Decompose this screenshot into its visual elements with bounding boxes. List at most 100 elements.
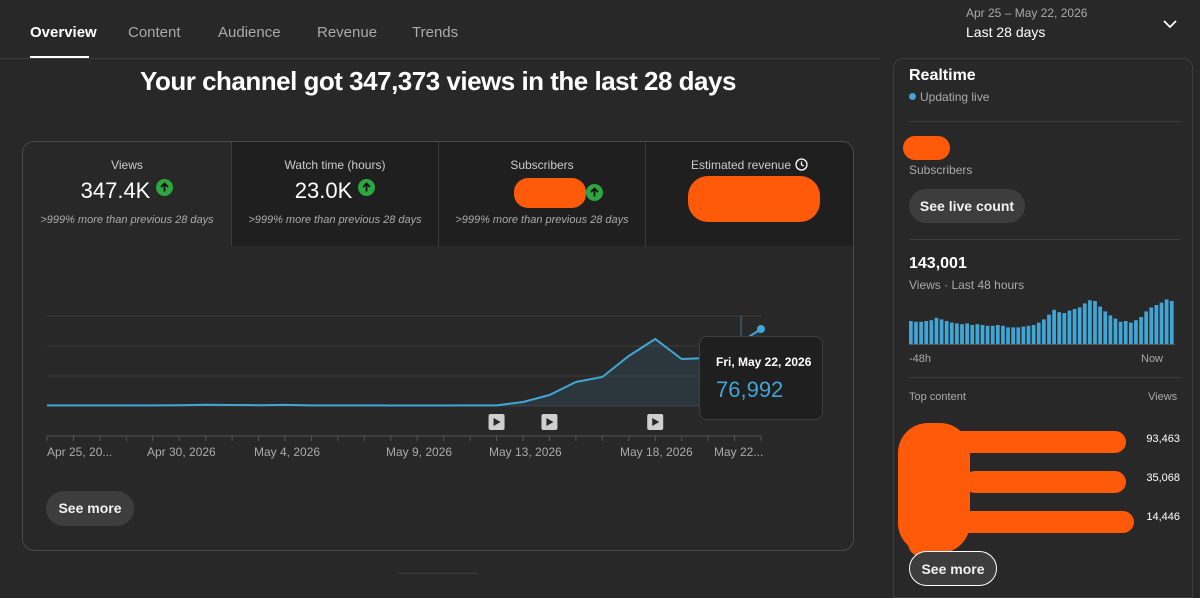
realtime-view-bar <box>1072 309 1077 345</box>
tab-content[interactable]: Content <box>128 24 181 41</box>
redacted-subscriber-count <box>903 136 950 160</box>
date-range-picker[interactable]: Apr 25 – May 22, 2026 Last 28 days <box>966 6 1196 52</box>
metric-estimated-revenue[interactable]: Estimated revenue <box>645 142 853 246</box>
redacted-title-3 <box>954 511 1134 533</box>
realtime-view-bar <box>934 317 939 345</box>
realtime-status-text: Updating live <box>920 90 990 104</box>
realtime-view-bar <box>1139 317 1143 345</box>
metric-watch-time-value-row: 23.0K <box>232 178 438 204</box>
play-icon <box>493 418 501 426</box>
arrow-up-icon <box>156 179 174 196</box>
chevron-down-icon <box>1163 20 1177 29</box>
divider <box>909 239 1181 240</box>
realtime-view-bar <box>995 325 1000 345</box>
active-tab-indicator <box>30 56 89 59</box>
chart-x-tick-label: May 4, 2026 <box>254 445 320 459</box>
metric-subscribers-comparison: >999% more than previous 28 days <box>455 214 629 226</box>
realtime-view-bar <box>975 324 980 345</box>
views-chart: 60.0K30.0K0Apr 25, 20...Apr 30, 2026May … <box>23 246 853 466</box>
see-more-button[interactable]: See more <box>46 491 134 526</box>
realtime-views-bar-chart <box>909 299 1175 345</box>
top-content-views-2: 35,068 <box>1146 472 1180 484</box>
realtime-panel: Realtime Updating live Subscribers See l… <box>893 58 1193 598</box>
analytics-tabs: Overview Content Audience Revenue Trends <box>0 0 880 60</box>
metric-revenue-label: Estimated revenue <box>690 158 792 172</box>
play-icon <box>546 418 554 426</box>
metric-views[interactable]: Views 347.4K >999% more than previous 28… <box>23 142 231 246</box>
realtime-view-bar <box>1077 307 1082 345</box>
tab-trends[interactable]: Trends <box>412 24 459 41</box>
realtime-view-bar <box>970 325 975 345</box>
realtime-view-bar <box>1016 327 1021 345</box>
tab-revenue[interactable]: Revenue <box>317 24 378 41</box>
realtime-view-bar <box>909 321 913 345</box>
realtime-axis-end: Now <box>1141 353 1164 365</box>
realtime-view-bar <box>1057 312 1062 345</box>
realtime-view-bar <box>1144 311 1149 345</box>
realtime-axis-start: -48h <box>909 353 932 365</box>
date-range-label: Last 28 days <box>966 24 1046 40</box>
realtime-view-bar <box>985 325 990 345</box>
views-chart-svg: 60.0K30.0K0Apr 25, 20...Apr 30, 2026May … <box>46 315 812 459</box>
realtime-view-bar <box>1042 319 1046 345</box>
chart-x-tick-label: May 22... <box>714 445 763 459</box>
chart-x-tick-label: May 9, 2026 <box>386 445 452 459</box>
chart-views-line <box>47 328 762 407</box>
realtime-view-bar <box>1098 306 1102 345</box>
realtime-see-more-button[interactable]: See more <box>909 551 997 586</box>
realtime-view-bar <box>990 325 995 345</box>
metric-watch-time-label: Watch time (hours) <box>284 158 386 172</box>
chart-tooltip: Fri, May 22, 2026 76,992 <box>699 336 823 420</box>
date-range-dates: Apr 25 – May 22, 2026 <box>966 6 1088 20</box>
chart-x-tick-label: Apr 25, 20... <box>47 445 112 459</box>
redacted-title-2 <box>964 471 1126 493</box>
realtime-view-bar <box>1047 314 1051 345</box>
realtime-view-bar <box>919 321 923 345</box>
redacted-title-1 <box>924 431 1126 453</box>
divider <box>909 121 1181 122</box>
metric-subscribers-label: Subscribers <box>510 158 574 172</box>
tooltip-value: 76,992 <box>716 377 784 402</box>
realtime-views-value: 143,001 <box>909 255 967 272</box>
tooltip-date: Fri, May 22, 2026 <box>716 355 812 369</box>
divider <box>398 573 478 574</box>
tab-overview[interactable]: Overview <box>30 24 97 41</box>
realtime-view-bar <box>1031 325 1036 345</box>
top-content-views-label: Views <box>1148 391 1178 403</box>
page-headline: Your channel got 347,373 views in the la… <box>140 66 736 96</box>
chart-x-tick-label: May 13, 2026 <box>489 445 562 459</box>
overview-card: Views 347.4K >999% more than previous 28… <box>22 141 854 551</box>
realtime-view-bar <box>1123 321 1128 345</box>
redacted-revenue-value <box>688 176 820 222</box>
realtime-view-bar <box>980 325 985 345</box>
redacted-subscribers-value <box>514 178 586 208</box>
realtime-view-bar <box>944 321 949 345</box>
realtime-view-bar <box>965 323 969 345</box>
metric-views-label: Views <box>111 158 143 172</box>
chart-x-tick-label: Apr 30, 2026 <box>147 445 216 459</box>
realtime-view-bar <box>1021 326 1026 345</box>
chart-area <box>47 329 761 406</box>
realtime-view-bar <box>1103 311 1108 345</box>
realtime-view-bar <box>1164 299 1169 345</box>
live-dot-icon <box>909 93 916 100</box>
realtime-view-bar <box>1067 310 1072 345</box>
realtime-view-bar <box>1052 309 1056 345</box>
metric-subscribers[interactable]: Subscribers >999% more than previous 28 … <box>438 142 645 246</box>
metric-watch-time[interactable]: Watch time (hours) 23.0K >999% more than… <box>231 142 438 246</box>
top-content-views-1: 93,463 <box>1146 433 1180 445</box>
realtime-view-bar <box>949 322 954 345</box>
see-live-count-button[interactable]: See live count <box>909 189 1025 223</box>
realtime-subscribers-label: Subscribers <box>909 163 973 177</box>
realtime-view-bar <box>1062 313 1067 345</box>
realtime-view-bar <box>939 319 944 345</box>
realtime-view-bar <box>1134 320 1138 345</box>
realtime-view-bar <box>1036 322 1041 345</box>
tab-audience[interactable]: Audience <box>218 24 281 41</box>
divider <box>909 377 1181 378</box>
realtime-view-bar <box>1093 301 1097 345</box>
realtime-view-bar <box>1088 300 1092 345</box>
metric-views-value: 347.4K <box>80 178 151 203</box>
arrow-up-icon <box>586 184 603 201</box>
realtime-title: Realtime <box>909 67 976 84</box>
